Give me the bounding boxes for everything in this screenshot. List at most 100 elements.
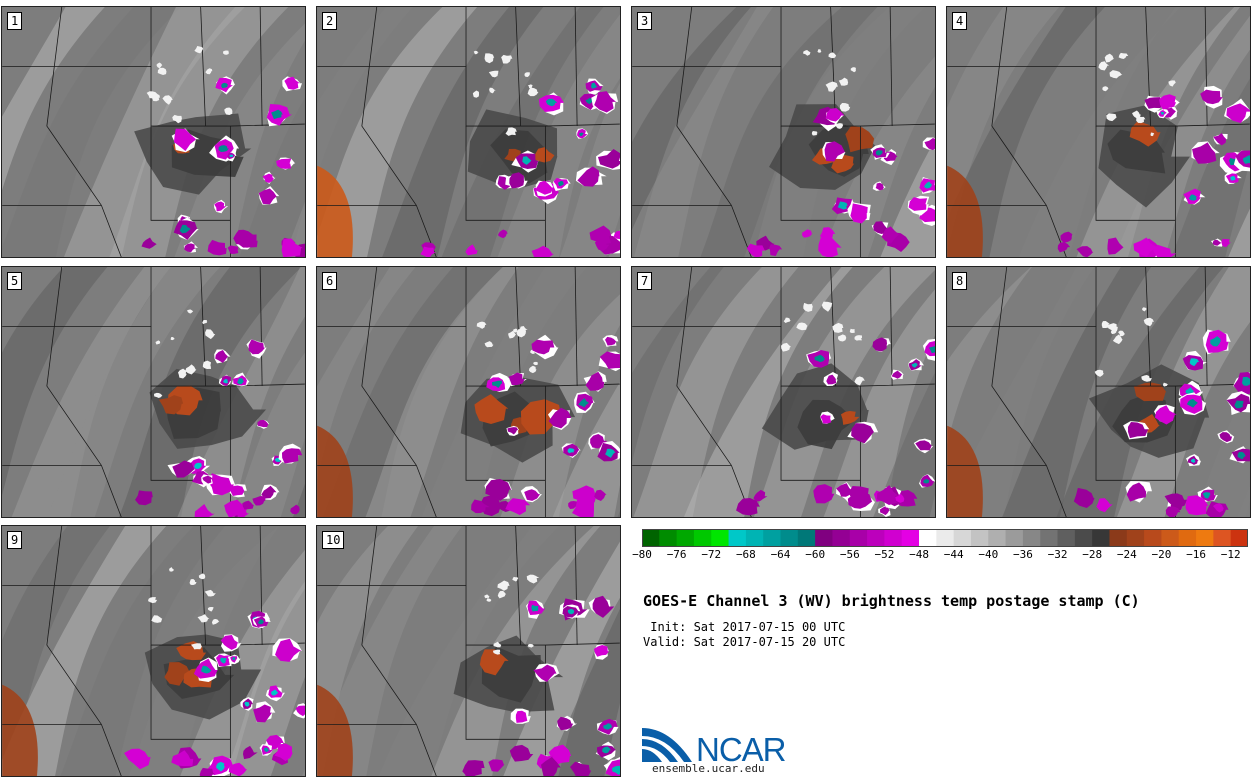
moisture-band: [617, 510, 620, 517]
state-boundary: [2, 585, 305, 646]
moisture-band: [317, 526, 463, 776]
convective-cell: [290, 504, 300, 515]
convective-cell: [548, 407, 572, 429]
warm-region: [520, 399, 563, 435]
cloud-top: [839, 103, 851, 112]
cloud-top: [151, 615, 163, 623]
convective-core: [591, 82, 598, 89]
warm-region: [317, 684, 353, 776]
state-boundary: [889, 7, 893, 127]
cloud-top: [528, 643, 535, 648]
convective-cell: [509, 744, 534, 762]
convective-cell: [1057, 242, 1071, 253]
cloud-top: [1118, 52, 1129, 59]
cloud-top: [508, 330, 517, 339]
moisture-band: [378, 526, 560, 776]
moisture-band: [1171, 78, 1250, 257]
convective-core: [218, 145, 229, 153]
cloud-top: [528, 365, 537, 374]
moisture-band: [382, 7, 544, 257]
convective-cell: [207, 239, 227, 256]
convective-cell: [524, 489, 541, 501]
convective-cell: [1154, 405, 1177, 425]
cloud-top: [512, 576, 519, 582]
convective-core: [1202, 492, 1211, 499]
convective-core: [257, 619, 265, 625]
member-number-label: 10: [322, 531, 345, 549]
state-boundary: [515, 7, 521, 127]
state-boundary: [780, 126, 861, 221]
colorbar-tick-label: −56: [839, 548, 860, 561]
convective-cell: [1219, 432, 1233, 443]
convective-cell: [507, 427, 519, 435]
state-boundary: [676, 7, 752, 257]
convective-core: [814, 354, 826, 363]
convective-cell: [214, 201, 227, 212]
cloud-top: [198, 573, 206, 580]
convective-cell: [819, 227, 836, 240]
member-number-label: 7: [637, 272, 653, 290]
colorbar-swatch: [953, 529, 972, 547]
cloud-top: [473, 50, 479, 55]
moisture-band: [933, 252, 935, 257]
convective-cell: [1127, 421, 1149, 439]
convective-cell: [497, 229, 508, 239]
cloud-top: [151, 93, 161, 102]
colorbar-tick-label: −44: [943, 548, 964, 561]
convective-cell: [1133, 237, 1158, 257]
convective-cell: [753, 489, 768, 502]
state-boundary: [574, 526, 578, 646]
convective-cell: [505, 498, 531, 516]
convective-cell: [281, 238, 303, 257]
convective-cell: [420, 246, 436, 257]
moisture-band: [2, 7, 105, 191]
convective-cell: [488, 759, 505, 772]
state-boundary: [991, 267, 1067, 517]
water-vapor-map: [317, 526, 620, 776]
convective-cell: [1144, 97, 1164, 109]
cloud-top: [489, 87, 496, 94]
ncar-logo-swoosh: [642, 728, 692, 762]
ensemble-member-panel-9: 9: [1, 525, 306, 777]
state-boundary: [465, 645, 546, 740]
cloud-top: [497, 580, 510, 591]
convective-core: [1160, 111, 1165, 115]
colorbar-swatch: [780, 529, 799, 547]
convective-cell: [533, 664, 557, 683]
moisture-band: [292, 483, 305, 517]
moisture-band: [2, 526, 167, 776]
convective-core: [923, 181, 933, 189]
convective-cell: [508, 372, 525, 386]
colorbar-swatch: [763, 529, 782, 547]
member-number-label: 5: [7, 272, 23, 290]
water-vapor-map: [2, 526, 305, 776]
warm-region: [474, 394, 509, 425]
convective-cell: [1076, 246, 1094, 257]
convective-cell: [880, 506, 890, 516]
state-boundary: [1145, 267, 1151, 387]
cloud-top: [187, 309, 194, 314]
convective-cell: [876, 485, 899, 505]
convective-cell: [509, 172, 525, 189]
state-boundary: [200, 7, 206, 127]
convective-cell: [1221, 238, 1231, 248]
convective-cell: [585, 371, 605, 391]
colorbar-swatch: [1213, 529, 1232, 547]
warm-region: [164, 662, 193, 686]
moisture-band: [317, 267, 416, 480]
cloud-top: [512, 328, 518, 333]
convective-cell: [276, 158, 292, 169]
state-boundary: [465, 386, 546, 481]
convective-core: [579, 132, 585, 136]
cloud-top: [148, 597, 158, 604]
convective-cell: [171, 750, 194, 767]
convective-core: [216, 761, 226, 772]
colorbar-tick-label: −28: [1082, 548, 1103, 561]
cloud-top: [838, 334, 847, 342]
member-number-label: 9: [7, 531, 23, 549]
convective-core: [557, 180, 565, 187]
colorbar-swatch: [1109, 529, 1128, 547]
convective-cell: [894, 493, 905, 503]
colorbar-tick-label: −36: [1012, 548, 1033, 561]
moisture-band: [823, 289, 935, 517]
